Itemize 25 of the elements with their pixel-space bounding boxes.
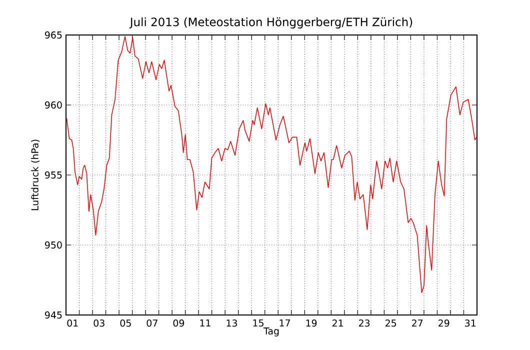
y-tick-label: 945: [45, 311, 62, 319]
x-tick-label: 15: [253, 320, 264, 327]
y-tick-label: 960: [45, 101, 62, 109]
x-tick-label: 09: [173, 320, 184, 327]
y-axis-title: Luftdruck (hPa): [31, 140, 40, 210]
x-tick-label: 03: [94, 320, 104, 327]
x-tick-label: 21: [332, 320, 343, 327]
x-tick-label: 29: [438, 320, 450, 327]
x-tick-label: 17: [280, 320, 290, 326]
x-tick-label: 07: [146, 320, 158, 327]
chart-title: Juli 2013 (Meteostation Hönggerberg/ETH Zürich): [129, 17, 412, 28]
x-tick-label: 01: [67, 320, 78, 327]
x-tick-label: 05: [120, 320, 131, 327]
line-series: [66, 36, 477, 293]
x-tick-label: 31: [465, 320, 476, 327]
x-tick-label: 23: [358, 320, 370, 327]
y-tick-label: 955: [45, 171, 62, 179]
x-tick-label: 13: [226, 320, 237, 327]
y-tick-label: 965: [45, 31, 62, 39]
x-tick-label: 11: [200, 320, 210, 326]
x-axis-title: Tag: [263, 328, 279, 336]
x-tick-label: 25: [385, 320, 396, 327]
x-tick-label: 27: [412, 320, 423, 327]
y-tick-label: 950: [45, 241, 62, 249]
x-tick-label: 19: [306, 320, 317, 327]
